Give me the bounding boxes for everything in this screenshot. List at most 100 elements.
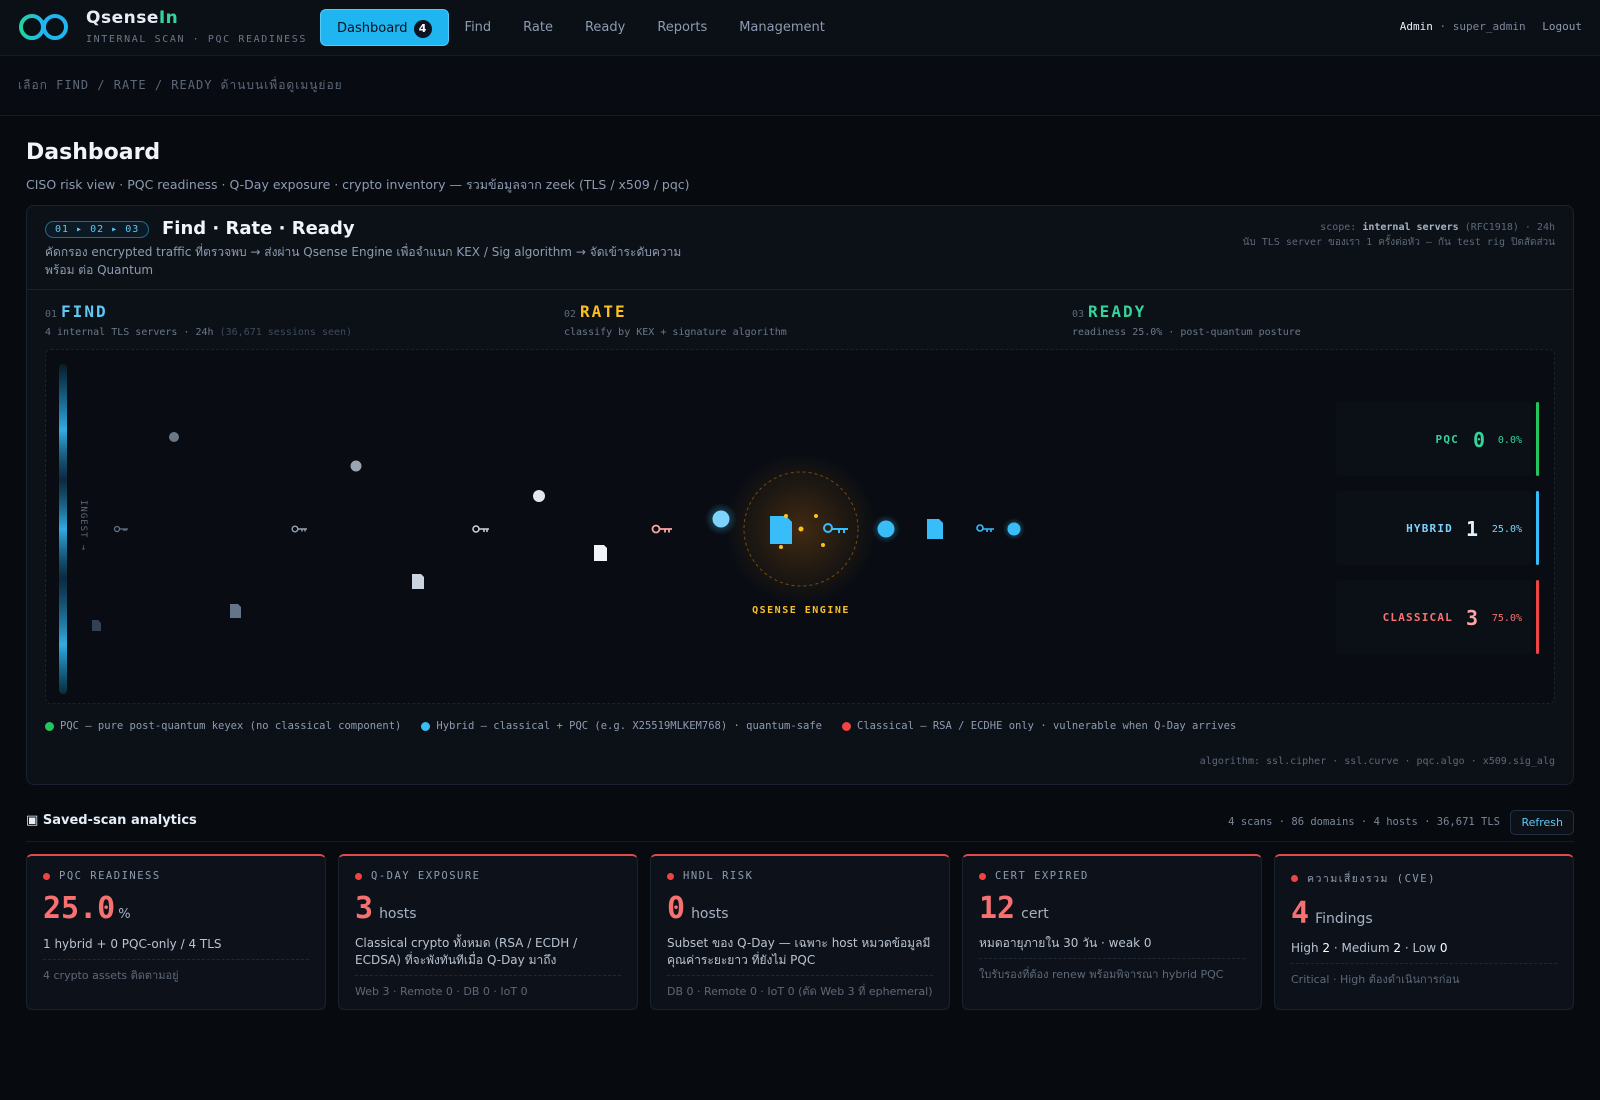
logout-link[interactable]: Logout xyxy=(1542,20,1582,33)
user-info: Admin · super_admin Logout xyxy=(1400,20,1582,33)
severity-medium-label: · Medium xyxy=(1333,941,1390,955)
card-unit: Findings xyxy=(1315,911,1373,927)
stage-rate-desc: classify by KEX + signature algorithm xyxy=(564,327,787,338)
nav-tab-dashboard[interactable]: Dashboard 4 xyxy=(320,9,449,46)
engine-document-icon xyxy=(770,516,792,544)
classical-bucket[interactable] xyxy=(1336,580,1531,654)
brand-name-prefix: Qsense xyxy=(86,8,159,28)
card-unit: cert xyxy=(1021,906,1049,922)
scope-prefix: scope: xyxy=(1320,222,1357,233)
card-note: Critical · High ต้องดำเนินการก่อน xyxy=(1291,973,1460,986)
analytics-title: ▣ Saved-scan analytics xyxy=(26,813,197,828)
page-subtitle: CISO risk view · PQC readiness · Q-Day e… xyxy=(26,177,690,192)
spark xyxy=(779,545,783,549)
card-detail: High 2 · Medium 2 · Low 0 xyxy=(1291,940,1557,964)
card-hndl-risk[interactable]: HNDL RISK 0 hosts Subset ของ Q-Day — เฉพา… xyxy=(650,854,950,1010)
spark xyxy=(814,514,818,518)
stage-find-num: 01 xyxy=(45,309,58,320)
scope-info: scope: internal servers (RFC1918) · 24h … xyxy=(1243,220,1555,250)
nav-tab-reports[interactable]: Reports xyxy=(657,20,708,35)
legend-dot-hybrid xyxy=(421,721,431,731)
hybrid-bucket-count: 1 xyxy=(1466,517,1478,541)
legend-text-pqc: PQC — pure post-quantum keyex (no classi… xyxy=(60,720,402,732)
card-label: CERT EXPIRED xyxy=(979,870,1245,882)
severity-high-label: High xyxy=(1291,941,1319,955)
stage-find-name: FIND xyxy=(61,302,108,321)
pqc-bucket-count: 0 xyxy=(1473,428,1485,452)
card-value: 12 cert xyxy=(979,892,1245,931)
card-cert-expired[interactable]: CERT EXPIRED 12 cert หมดอายุภายใน 30 วัน … xyxy=(962,854,1262,1010)
card-detail: Subset ของ Q-Day — เฉพาะ host หมวดข้อมูล… xyxy=(667,935,933,976)
hybrid-bucket[interactable] xyxy=(1336,491,1531,565)
card-value-number: 25.0 xyxy=(43,891,116,926)
page-title: Dashboard xyxy=(26,140,161,165)
card-detail: หมดอายุภายใน 30 วัน · weak 0 xyxy=(979,935,1245,959)
user-name: super_admin xyxy=(1452,20,1526,33)
key-icon xyxy=(291,525,307,533)
card-value-number: 4 xyxy=(1291,896,1310,931)
nav-tab-management[interactable]: Management xyxy=(739,20,825,35)
refresh-button[interactable]: Refresh xyxy=(1510,810,1574,835)
card-value: 25.0% xyxy=(43,892,309,932)
brand-name-suffix: In xyxy=(158,8,179,28)
card-label-text: CERT EXPIRED xyxy=(995,870,1089,882)
scope-suffix: (RFC1918) · 24h xyxy=(1464,222,1555,233)
card-unit: hosts xyxy=(379,906,417,922)
classical-bucket-bar xyxy=(1536,580,1539,654)
pqc-bucket[interactable] xyxy=(1336,402,1531,476)
card-pqc-readiness[interactable]: PQC READINESS 25.0% 1 hybrid + 0 PQC-onl… xyxy=(26,854,326,1010)
nav-tab-rate[interactable]: Rate xyxy=(523,20,553,35)
card-note: ใบรับรองที่ต้อง renew พร้อมพิจารณา hybri… xyxy=(979,968,1224,981)
stage-ready-name: READY xyxy=(1088,302,1147,321)
nav-tab-ready[interactable]: Ready xyxy=(584,20,626,35)
qsense-engine-label: QSENSE ENGINE xyxy=(752,605,850,616)
spark xyxy=(821,543,825,547)
card-note: Web 3 · Remote 0 · DB 0 · IoT 0 xyxy=(355,985,528,998)
stage-rate: 02 RATE classify by KEX + signature algor… xyxy=(564,302,787,338)
card-value-number: 12 xyxy=(979,891,1016,926)
nav-tab-find[interactable]: Find xyxy=(464,20,492,35)
pqc-bucket-bar xyxy=(1536,402,1539,476)
stage-ready-desc: readiness 25.0% · post-quantum posture xyxy=(1072,327,1301,338)
card-value: 0 hosts xyxy=(667,892,933,931)
analytics-icon: ▣ xyxy=(26,813,39,828)
qsense-logo-icon[interactable] xyxy=(17,11,73,43)
classical-bucket-label: CLASSICAL xyxy=(1383,611,1453,624)
key-icon xyxy=(651,524,672,534)
document-icon xyxy=(412,574,424,589)
document-icon xyxy=(230,604,241,618)
card-label-text: Q-DAY EXPOSURE xyxy=(371,870,481,882)
card-unit: % xyxy=(118,907,131,922)
card-detail: 1 hybrid + 0 PQC-only / 4 TLS xyxy=(43,936,309,960)
classical-bucket-pct: 75.0% xyxy=(1492,613,1522,624)
brand-subtitle: INTERNAL SCAN · PQC READINESS xyxy=(86,34,307,45)
user-separator: · xyxy=(1439,20,1447,33)
pipeline-description: คัดกรอง encrypted traffic ที่ตรวจพบ → ส่… xyxy=(45,245,682,277)
severity-low-count: 0 xyxy=(1439,941,1448,955)
hybrid-bucket-bar xyxy=(1536,491,1539,565)
ingest-bar xyxy=(59,364,67,694)
spark xyxy=(784,514,788,518)
legend-item-pqc: PQC — pure post-quantum keyex (no classi… xyxy=(45,720,401,732)
packet-dot xyxy=(877,520,895,538)
card-qday-exposure[interactable]: Q-DAY EXPOSURE 3 hosts Classical crypto ท… xyxy=(338,854,638,1010)
document-icon xyxy=(594,545,607,561)
card-label-text: PQC READINESS xyxy=(59,870,161,882)
card-value-number: 3 xyxy=(355,891,374,926)
stage-find-desc: 4 internal TLS servers · 24h (36,671 ses… xyxy=(45,327,352,338)
stage-find: 01 FIND 4 internal TLS servers · 24h (36,… xyxy=(45,302,352,338)
legend-item-classical: Classical — RSA / ECDHE only · vulnerabl… xyxy=(842,720,1236,732)
hybrid-bucket-pct: 25.0% xyxy=(1492,524,1522,535)
stage-rate-num: 02 xyxy=(564,309,577,320)
dashboard-count-badge: 4 xyxy=(413,20,432,38)
ingest-label: INGEST → xyxy=(78,500,88,551)
key-icon xyxy=(976,524,994,532)
nav-tab-dashboard-label: Dashboard xyxy=(337,21,408,36)
pipeline-title: Find · Rate · Ready xyxy=(162,218,355,239)
packet-dot xyxy=(169,432,179,442)
pipeline-panel: 01 ▸ 02 ▸ 03 Find · Rate · Ready คัดกรอง… xyxy=(26,205,1574,785)
card-label-text: ความเสี่ยงรวม (CVE) xyxy=(1307,873,1436,885)
status-dot xyxy=(1291,875,1298,882)
card-cve-risk[interactable]: ความเสี่ยงรวม (CVE) 4 Findings High 2 · M… xyxy=(1274,854,1574,1010)
stage-find-sessions: (36,671 sessions seen) xyxy=(219,327,353,338)
